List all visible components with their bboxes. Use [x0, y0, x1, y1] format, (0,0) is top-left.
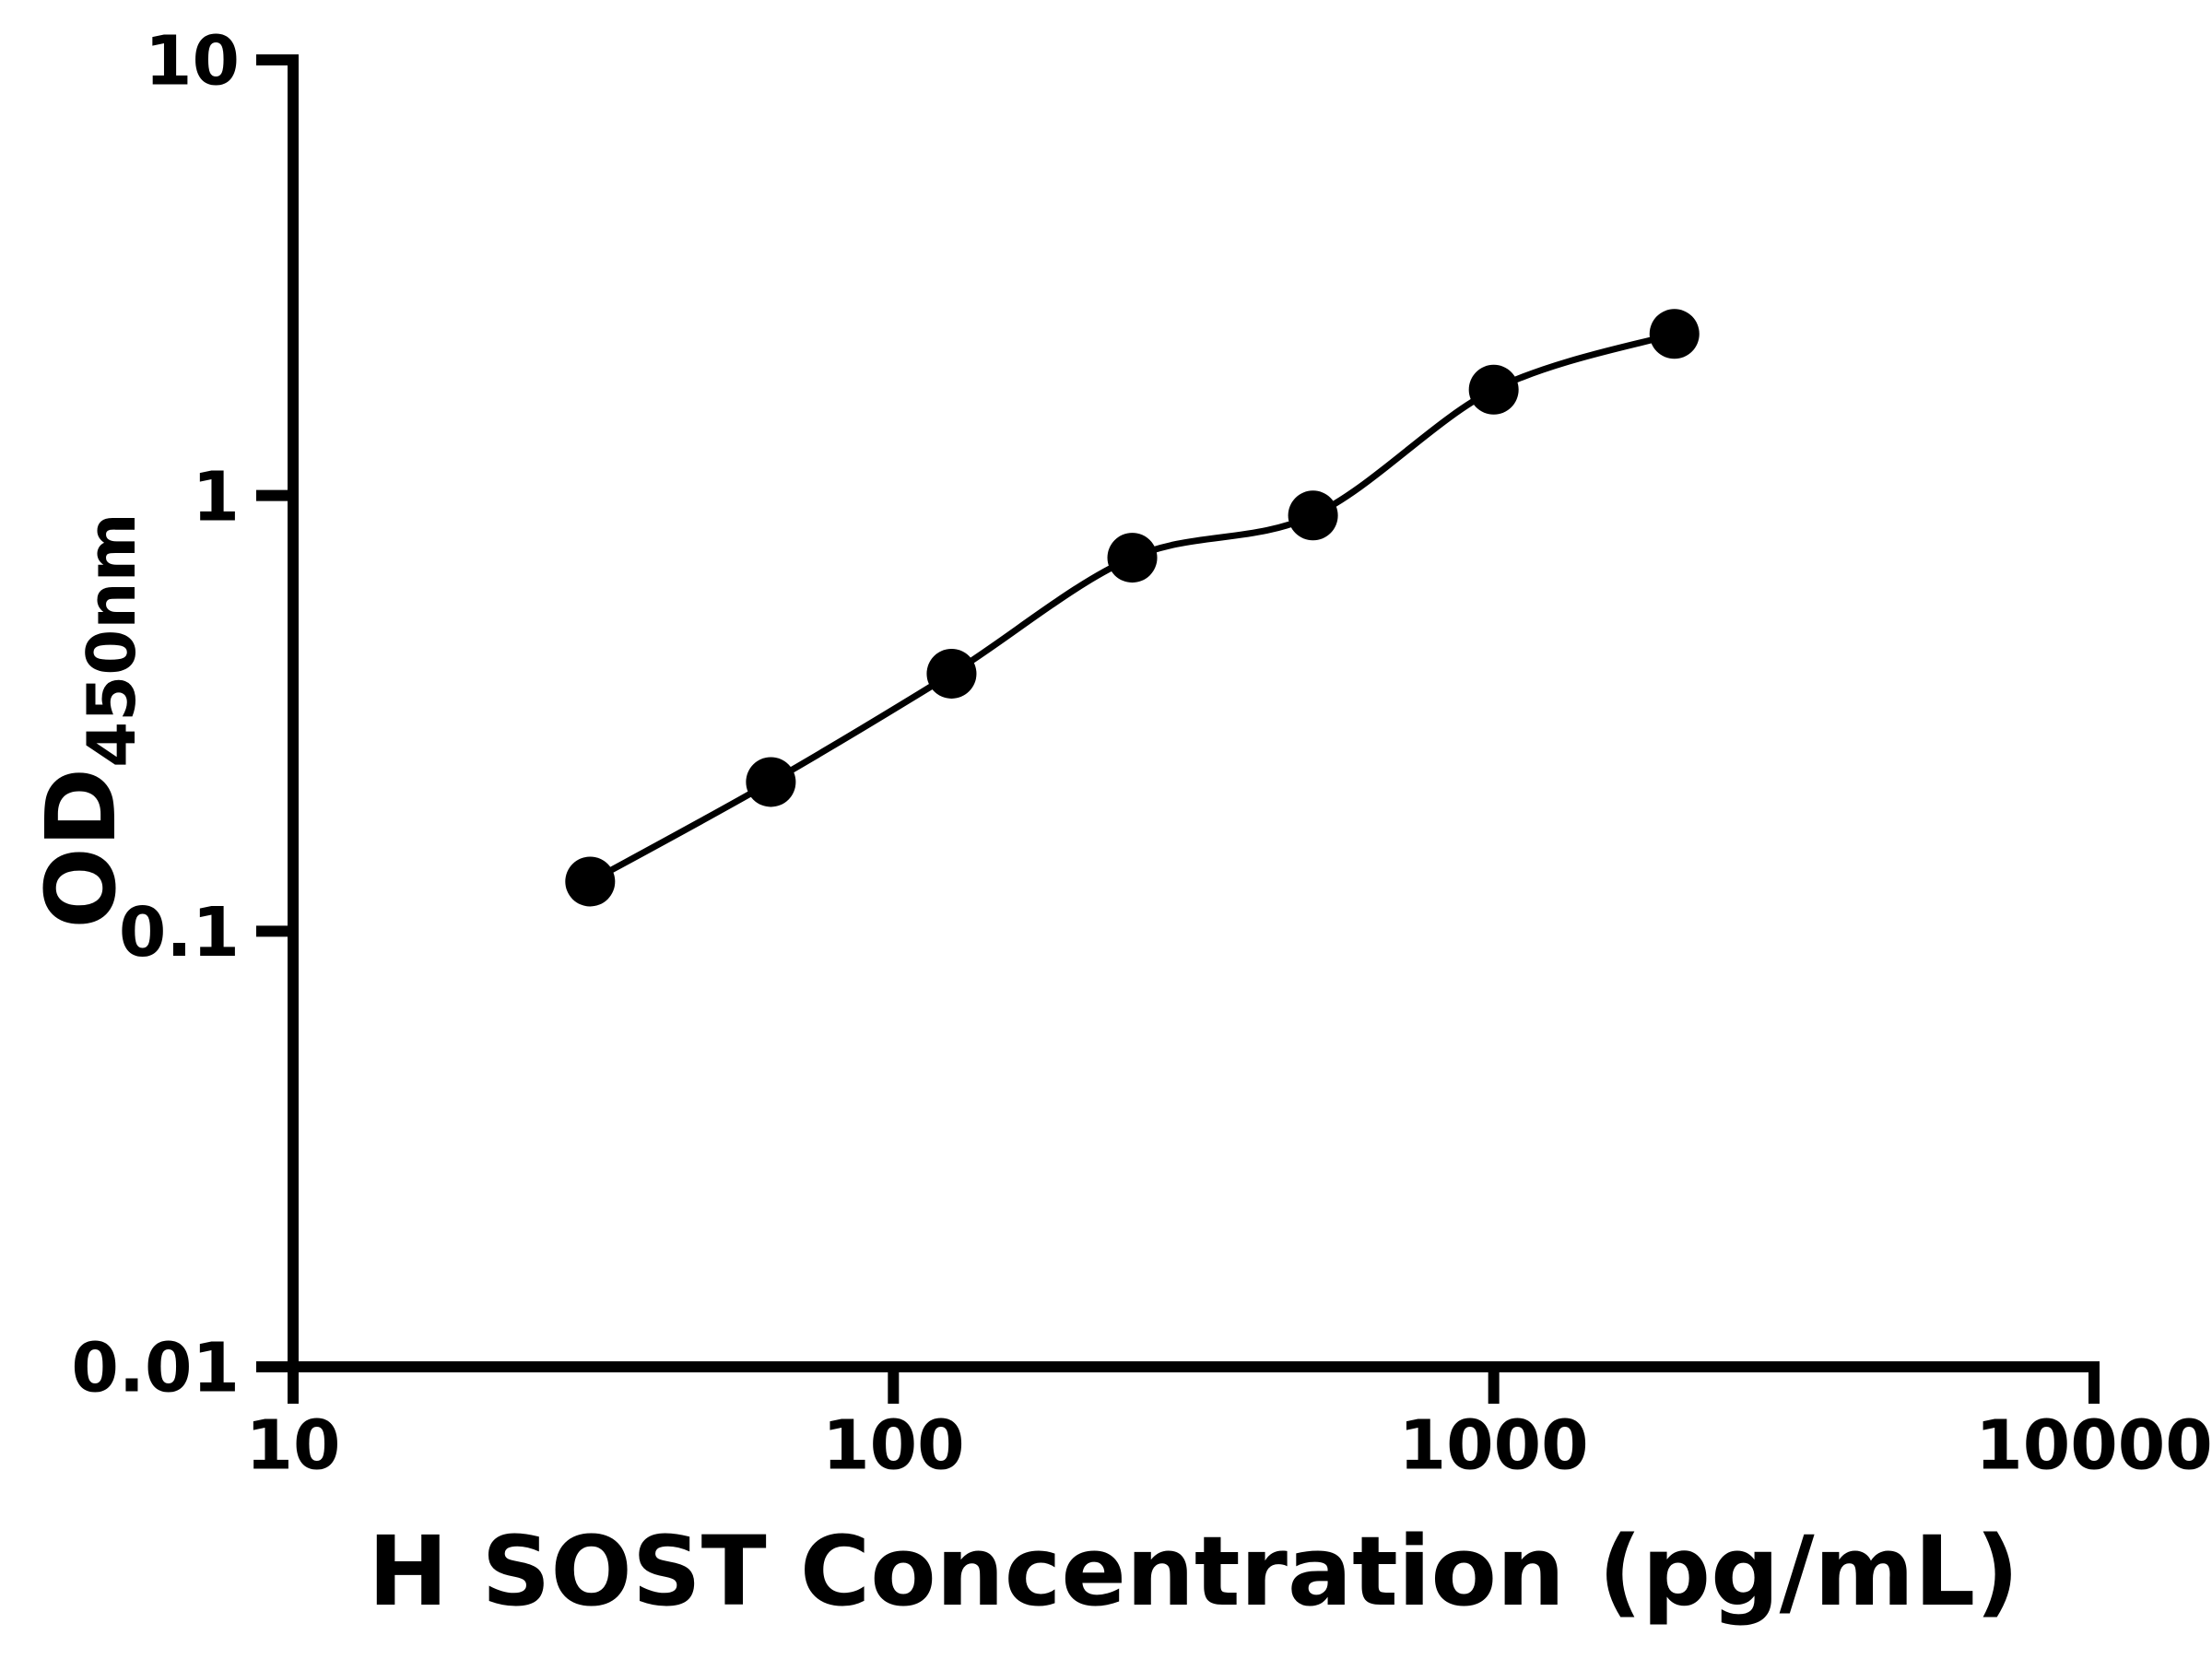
y-tick-label: 1: [193, 457, 241, 536]
y-axis-title-subscript: 450nm: [73, 512, 150, 768]
y-axis-title: OD450nm: [25, 512, 150, 928]
y-tick-label: 10: [145, 22, 240, 101]
data-point: [746, 757, 796, 807]
x-tick-label: 100: [822, 1406, 964, 1485]
x-tick-label: 1000: [1399, 1406, 1589, 1485]
data-point: [1468, 364, 1519, 415]
x-axis-title: H SOST Concentration (pg/mL): [368, 1515, 2019, 1628]
x-tick-label: 10: [246, 1406, 341, 1485]
y-tick-label: 0.01: [71, 1329, 240, 1408]
y-tick-label: 0.1: [119, 893, 240, 972]
data-point: [1107, 533, 1158, 583]
y-axis-title-main: OD: [25, 767, 137, 929]
curve-line: [588, 330, 1676, 885]
data-point: [1288, 490, 1338, 541]
data-point: [565, 856, 616, 907]
data-point: [1649, 309, 1700, 359]
x-tick-label: 10000: [1975, 1406, 2212, 1485]
data-point: [926, 648, 977, 699]
